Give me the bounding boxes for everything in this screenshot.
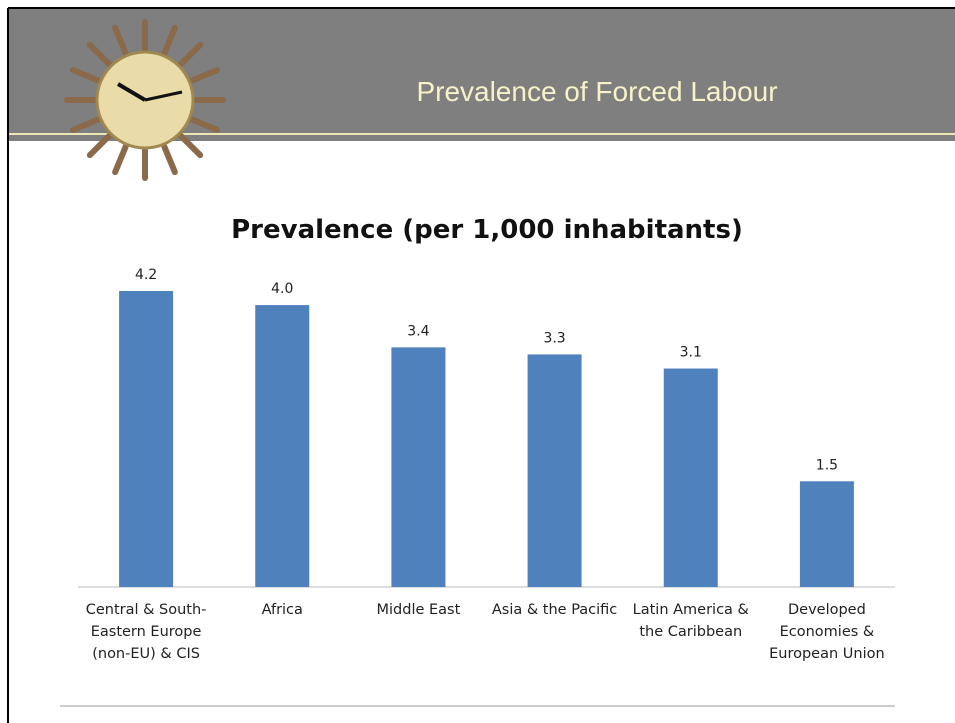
bar bbox=[799, 481, 854, 587]
x-tick-label: Latin America & the Caribbean bbox=[632, 602, 749, 640]
bar bbox=[391, 347, 446, 587]
slide-title: Prevalence of Forced Labour bbox=[416, 76, 777, 107]
value-label: 3.1 bbox=[680, 345, 702, 361]
value-label: 4.2 bbox=[135, 267, 157, 283]
value-label: 3.4 bbox=[407, 323, 429, 339]
chart-title: Prevalence (per 1,000 inhabitants) bbox=[231, 215, 743, 245]
value-label: 4.0 bbox=[271, 281, 293, 297]
value-label: 3.3 bbox=[543, 330, 565, 346]
bar bbox=[663, 368, 718, 587]
x-tick-label: Africa bbox=[261, 602, 303, 618]
bar bbox=[255, 305, 310, 587]
bar bbox=[119, 291, 174, 587]
clock-icon bbox=[64, 19, 226, 181]
value-label: 1.5 bbox=[816, 457, 838, 473]
x-tick-label: Asia & the Pacific bbox=[491, 602, 618, 618]
x-tick-label: Developed Economies & European Union bbox=[769, 602, 885, 662]
bar bbox=[527, 354, 582, 587]
x-tick-label: Central & South-Eastern Europe (non-EU) … bbox=[85, 602, 207, 662]
x-tick-label: Middle East bbox=[376, 602, 461, 618]
